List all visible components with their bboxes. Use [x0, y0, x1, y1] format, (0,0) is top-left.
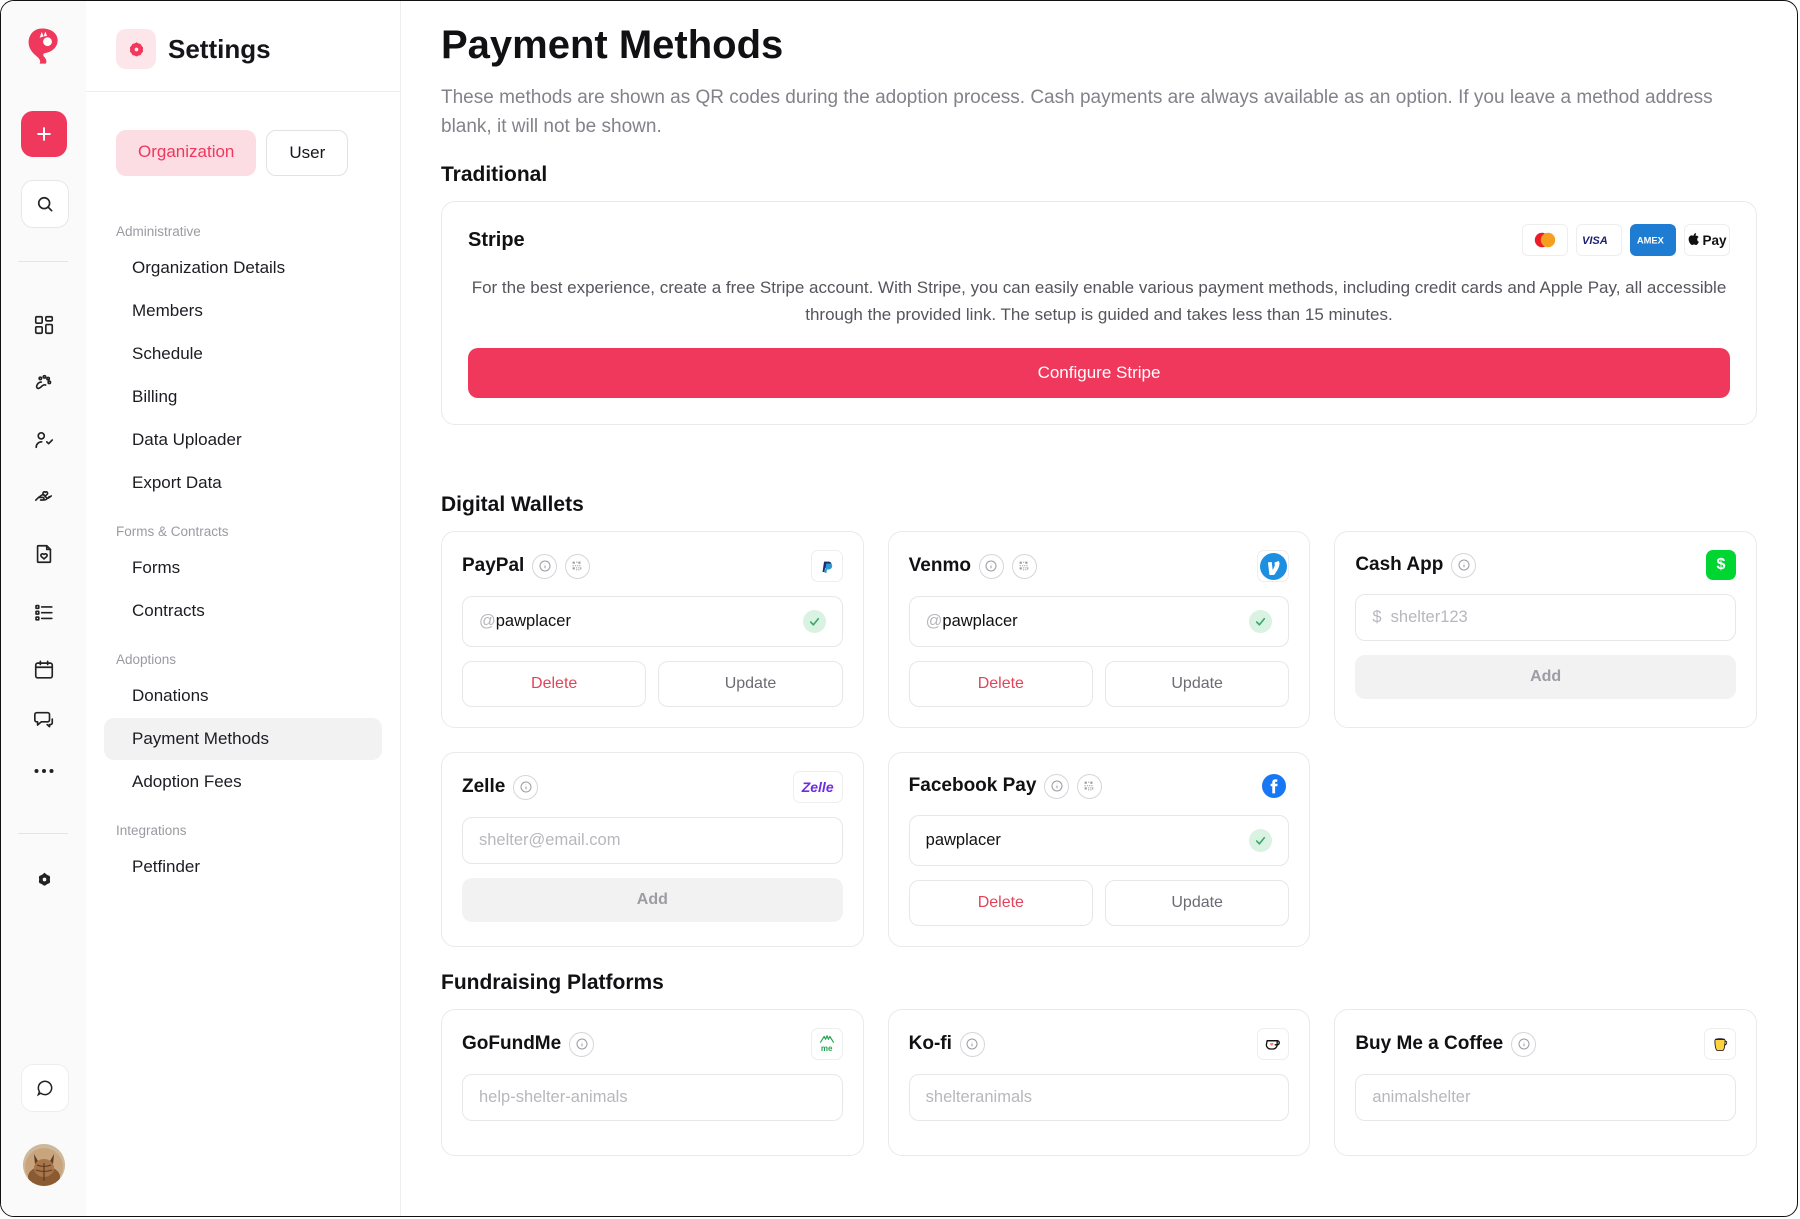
svg-text:AMEX: AMEX: [1637, 235, 1665, 245]
svg-text:VISA: VISA: [1582, 235, 1608, 247]
